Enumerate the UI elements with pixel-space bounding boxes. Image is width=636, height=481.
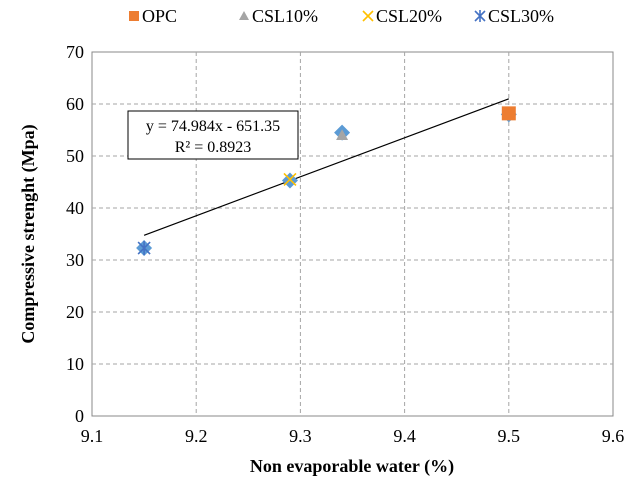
data-point-csl10 xyxy=(336,129,349,140)
trendline-r-squared: R² = 0.8923 xyxy=(175,139,252,156)
y-tick-label: 20 xyxy=(66,302,84,322)
legend-marker-csl10 xyxy=(239,11,249,20)
legend-label: CSL30% xyxy=(488,6,554,26)
x-tick-label: 9.4 xyxy=(393,426,416,446)
x-tick-label: 9.5 xyxy=(498,426,521,446)
data-point-opc xyxy=(501,106,516,121)
series-points xyxy=(137,106,516,256)
trendline-equation-box: y = 74.984x - 651.35 R² = 0.8923 xyxy=(127,110,299,160)
x-tick-label: 9.2 xyxy=(185,426,208,446)
legend: OPC CSL10% CSL20% CSL30% xyxy=(129,6,554,26)
y-tick-label: 40 xyxy=(66,198,84,218)
y-tick-labels: 0 10 20 30 40 50 60 70 xyxy=(66,42,84,426)
trendline-equation: y = 74.984x - 651.35 xyxy=(146,118,280,135)
y-tick-label: 60 xyxy=(66,94,84,114)
trendline xyxy=(143,98,510,236)
y-tick-label: 70 xyxy=(66,42,84,62)
x-tick-label: 9.3 xyxy=(289,426,312,446)
y-tick-label: 50 xyxy=(66,146,84,166)
y-tick-label: 10 xyxy=(66,354,84,374)
x-tick-label: 9.1 xyxy=(81,426,104,446)
x-tick-label: 9.6 xyxy=(602,426,625,446)
x-axis-title: Non evaporable water (%) xyxy=(250,456,454,477)
y-tick-label: 30 xyxy=(66,250,84,270)
legend-label: CSL20% xyxy=(376,6,442,26)
legend-marker-csl30 xyxy=(474,10,486,22)
legend-marker-csl20 xyxy=(362,10,374,22)
legend-label: OPC xyxy=(142,6,177,26)
legend-marker-opc xyxy=(129,11,139,21)
data-point-csl30 xyxy=(137,240,151,256)
x-tick-labels: 9.1 9.2 9.3 9.4 9.5 9.6 xyxy=(81,426,625,446)
data-point-csl20 xyxy=(283,172,297,186)
plot-area xyxy=(91,51,614,417)
y-axis-title: Compressive strenght (Mpa) xyxy=(18,124,39,343)
legend-label: CSL10% xyxy=(252,6,318,26)
y-tick-label: 0 xyxy=(75,406,84,426)
